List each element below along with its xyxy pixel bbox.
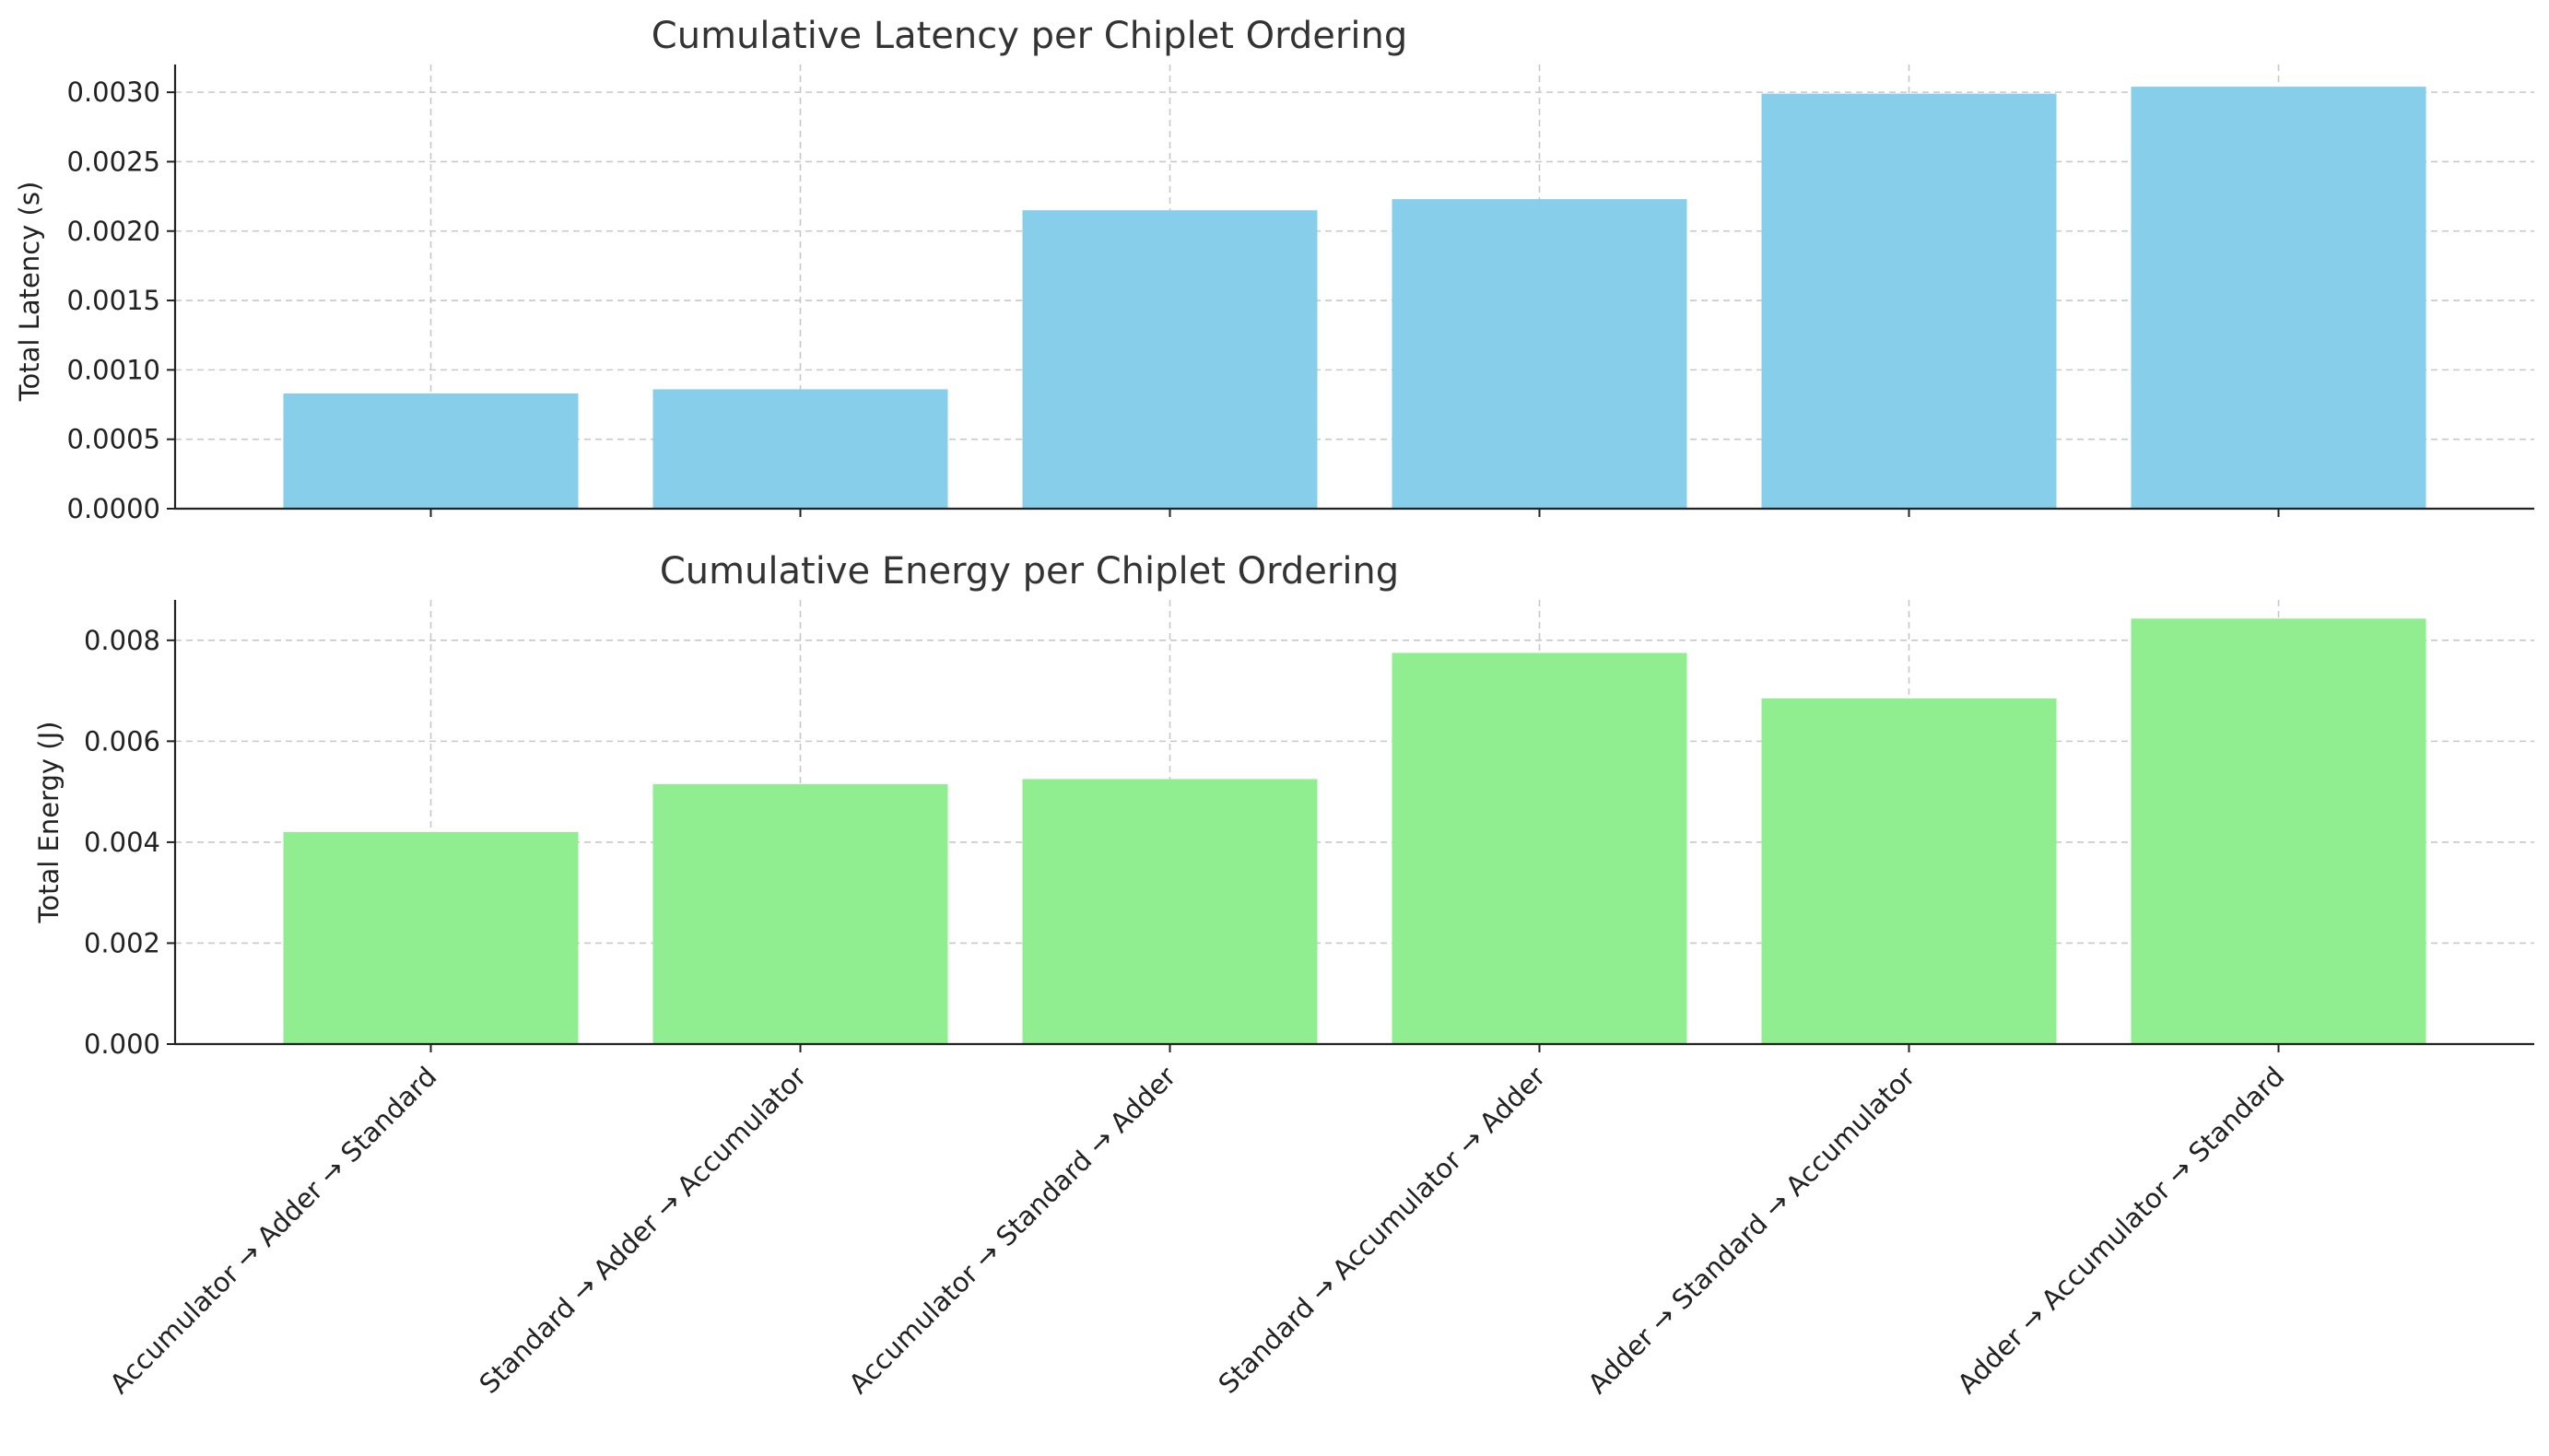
latency-chart-title: Cumulative Latency per Chiplet Ordering	[652, 15, 1407, 57]
energy-bar-1	[283, 831, 579, 1044]
energy-y-tick-label: 0.006	[84, 725, 160, 757]
energy-chart-title: Cumulative Energy per Chiplet Ordering	[660, 550, 1399, 593]
latency-y-tick-label: 0.0030	[67, 76, 160, 108]
x-category-label: Accumulator → Standard → Adder	[842, 1061, 1181, 1400]
energy-y-tick-label: 0.004	[84, 827, 160, 858]
latency-bar-5	[1761, 93, 2057, 509]
energy-y-tick-label: 0.002	[84, 927, 160, 958]
latency-y-tick-label: 0.0010	[67, 354, 160, 385]
x-category-label: Adder → Standard → Accumulator	[1581, 1061, 1921, 1400]
x-category-label: Standard → Accumulator → Adder	[1212, 1061, 1551, 1400]
energy-y-ticks: 0.000 0.002 0.004 0.006 0.008	[84, 625, 2280, 1060]
latency-bar-4	[1392, 199, 1687, 509]
latency-y-tick-label: 0.0000	[67, 493, 160, 524]
latency-bar-3	[1022, 210, 1318, 509]
energy-bar-2	[652, 783, 948, 1044]
energy-chart: Cumulative Energy per Chiplet Ordering T…	[33, 550, 2534, 1060]
latency-y-axis-label: Total Latency (s)	[14, 182, 45, 403]
latency-y-tick-label: 0.0020	[67, 216, 160, 247]
x-category-label: Accumulator → Adder → Standard	[103, 1061, 442, 1400]
latency-axes	[173, 65, 2534, 511]
latency-chart: Cumulative Latency per Chiplet Ordering …	[14, 15, 2534, 524]
latency-bar-2	[652, 389, 948, 509]
latency-y-ticks: 0.0000 0.0005 0.0010 0.0015 0.0020 0.0025 0.00…	[67, 76, 2280, 524]
latency-bar-1	[283, 393, 579, 509]
energy-bars	[283, 618, 2426, 1044]
x-category-labels: Accumulator → Adder → Standard Standard →…	[103, 1061, 2290, 1400]
energy-bar-6	[2131, 618, 2426, 1044]
latency-y-tick-label: 0.0025	[67, 146, 160, 177]
energy-bar-5	[1761, 698, 2057, 1044]
latency-y-tick-label: 0.0005	[67, 424, 160, 455]
energy-y-axis-label: Total Energy (J)	[33, 722, 65, 924]
x-category-label: Adder → Accumulator → Standard	[1951, 1061, 2290, 1400]
energy-bar-4	[1392, 652, 1687, 1044]
latency-bars	[283, 87, 2426, 509]
latency-y-tick-label: 0.0015	[67, 285, 160, 316]
energy-axes	[173, 600, 2534, 1046]
latency-bar-6	[2131, 87, 2426, 509]
energy-y-tick-label: 0.000	[84, 1028, 160, 1060]
energy-bar-3	[1022, 779, 1318, 1044]
x-category-label: Standard → Adder → Accumulator	[473, 1061, 812, 1400]
energy-y-tick-label: 0.008	[84, 625, 160, 656]
